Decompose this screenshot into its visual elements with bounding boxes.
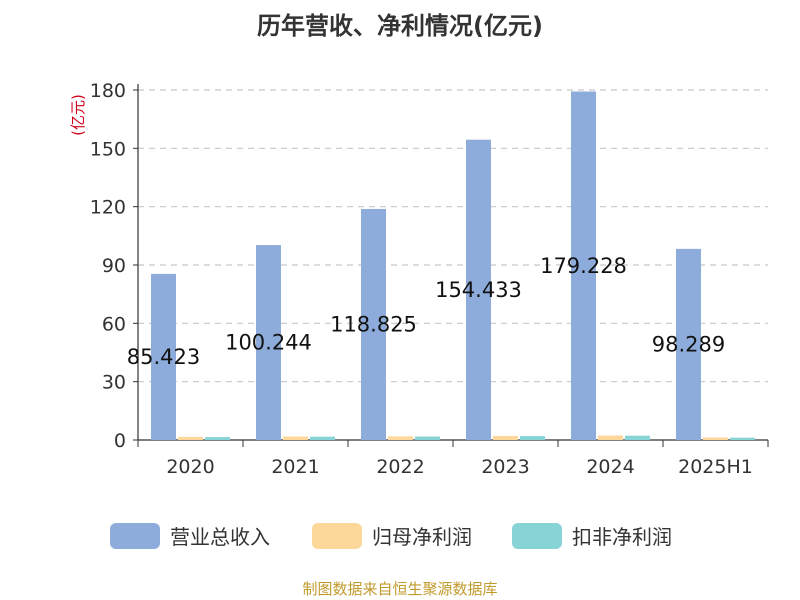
x-tick-label: 2020 <box>166 456 214 478</box>
bar-series-3 <box>310 436 335 440</box>
legend-label: 扣非净利润 <box>572 525 672 549</box>
y-tick-label: 150 <box>90 138 126 160</box>
y-tick-label: 60 <box>102 313 126 335</box>
y-tick-label: 180 <box>90 80 126 102</box>
x-tick-label: 2024 <box>586 456 634 478</box>
legend-item[interactable]: 扣非净利润 <box>512 523 672 549</box>
bar-series-2 <box>703 437 728 440</box>
bar-series-2 <box>598 435 623 440</box>
x-tick-label: 2023 <box>481 456 529 478</box>
x-tick-label: 2025H1 <box>678 456 753 478</box>
data-label: 154.433 <box>435 278 522 302</box>
y-axis-unit-label: (亿元) <box>69 94 87 136</box>
bar-series-3 <box>625 435 650 440</box>
x-tick-label: 2021 <box>271 456 319 478</box>
y-tick-label: 120 <box>90 197 126 219</box>
legend-swatch <box>110 523 160 549</box>
y-tick-label: 0 <box>114 430 126 452</box>
data-label: 118.825 <box>330 312 417 336</box>
chart-title: 历年营收、净利情况(亿元) <box>257 12 543 40</box>
bar-series-2 <box>388 436 413 440</box>
legend-swatch <box>512 523 562 549</box>
source-note: 制图数据来自恒生聚源数据库 <box>302 580 497 598</box>
bar-series-3 <box>205 437 230 440</box>
legend-item[interactable]: 归母净利润 <box>312 523 472 549</box>
bar-series-3 <box>520 436 545 440</box>
bar-series-1 <box>676 248 701 440</box>
bar-series-1 <box>571 91 596 441</box>
y-tick-label: 30 <box>102 372 126 394</box>
data-label: 179.228 <box>540 254 627 278</box>
bars <box>151 91 755 441</box>
legend: 营业总收入 归母净利润 扣非净利润 <box>110 523 672 549</box>
bar-series-2 <box>178 436 203 440</box>
gridlines <box>138 89 768 383</box>
y-tick-label: 90 <box>102 255 126 277</box>
bar-series-1 <box>256 245 281 440</box>
y-axis: 0 30 60 90 120 150 180 <box>90 80 139 452</box>
legend-item[interactable]: 营业总收入 <box>110 523 270 549</box>
data-label: 85.423 <box>127 345 200 369</box>
x-tick-label: 2022 <box>376 456 424 478</box>
bar-series-1 <box>361 208 386 440</box>
x-axis: 2020 2021 2022 2023 2024 2025H1 <box>137 439 769 478</box>
legend-label: 归母净利润 <box>372 525 472 549</box>
bar-series-3 <box>730 437 755 440</box>
data-labels: 85.423 100.244 118.825 154.433 179.228 98.289 <box>127 254 725 369</box>
bar-series-2 <box>283 436 308 440</box>
legend-swatch <box>312 523 362 549</box>
legend-label: 营业总收入 <box>170 525 270 549</box>
bar-series-1 <box>466 139 491 440</box>
data-label: 100.244 <box>225 331 312 355</box>
bar-series-3 <box>415 436 440 440</box>
bar-series-1 <box>151 273 176 440</box>
data-label: 98.289 <box>652 332 725 356</box>
bar-series-2 <box>493 435 518 440</box>
